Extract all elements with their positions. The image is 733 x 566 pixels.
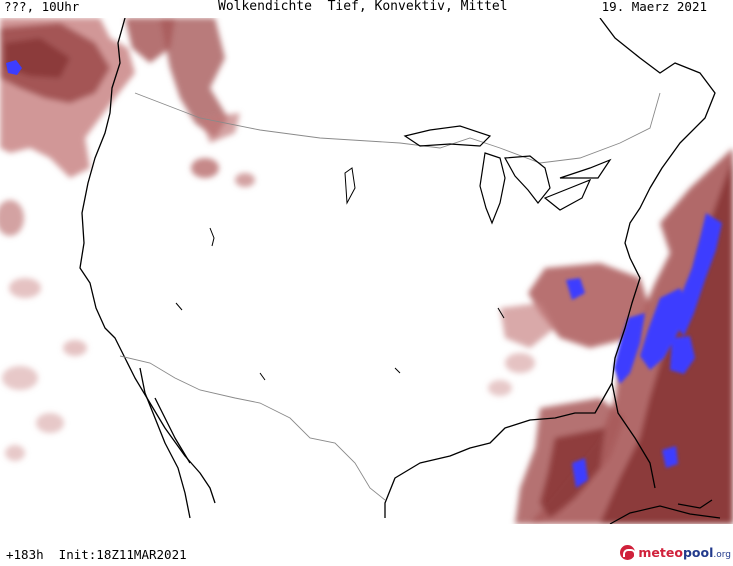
- cloud-layer-southeast: [488, 148, 733, 524]
- cloud-convective-cores-southeast: [566, 213, 722, 488]
- header-day-time: ???, 10Uhr: [4, 0, 80, 14]
- meteopool-logo-icon: [620, 545, 637, 560]
- header-date: 19. Maerz 2021: [601, 0, 707, 14]
- caribbean-outline: [609, 499, 721, 524]
- logo-text-org: .org: [713, 550, 731, 560]
- cloud-density-map: [0, 18, 733, 524]
- logo-text-meteo: meteo: [638, 545, 683, 560]
- meteopool-logo[interactable]: meteopool.org: [620, 545, 731, 560]
- great-lakes-outline: [403, 125, 612, 225]
- cloud-convective-core-northwest: [6, 60, 22, 75]
- state-borders: [119, 92, 661, 501]
- cloud-layer-northwest: [0, 18, 255, 461]
- forecast-init-label: +183h Init:18Z11MAR2021: [6, 547, 187, 562]
- coastline-east: [384, 18, 716, 518]
- logo-text-pool: pool: [682, 545, 714, 560]
- lakes-and-reservoirs: [175, 167, 505, 381]
- header-map-title: Wolkendichte Tief, Konvektiv, Mittel: [218, 0, 508, 14]
- coastline-west: [79, 18, 216, 519]
